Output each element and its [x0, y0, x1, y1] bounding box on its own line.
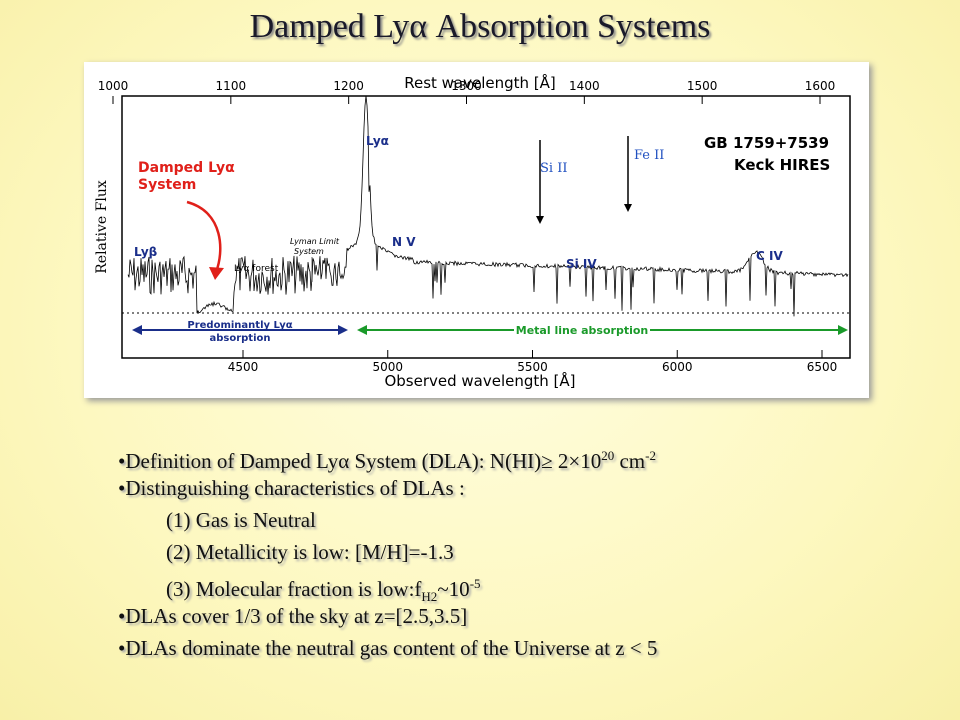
bullet-text: DLAs dominate the neutral gas content of…: [125, 636, 658, 660]
dla-label: Damped Lyα: [138, 160, 235, 176]
region-label: absorption: [209, 333, 270, 344]
bullet-text: -2: [645, 448, 656, 463]
bullet-list: Definition of Damped Lyα System (DLA): N…: [118, 440, 657, 664]
bullet-item: (1) Gas is Neutral: [118, 504, 657, 536]
bottom-tick-label: 5500: [517, 360, 548, 374]
line-label: System: [294, 247, 324, 256]
bullet-text: ×: [568, 449, 581, 473]
top-tick-label: 1300: [451, 79, 482, 93]
top-tick-label: 1400: [569, 79, 600, 93]
bottom-tick-label: 6500: [807, 360, 838, 374]
dla-label: System: [138, 177, 196, 193]
bullet-text: 20: [601, 448, 615, 463]
arrowhead: [624, 204, 632, 212]
line-label: Lyβ: [134, 245, 158, 259]
instrument: Keck HIRES: [734, 156, 830, 174]
arrowhead: [536, 216, 544, 224]
bullet-item: Distinguishing characteristics of DLAs :: [118, 472, 657, 504]
top-tick-label: 1500: [687, 79, 718, 93]
spectrum-figure: 1000 1100 1200 1300 1400 1500 1600 4500 5000 5500…: [84, 62, 869, 398]
dla-arrow: [186, 200, 222, 273]
bullet-item: Definition of Damped Lyα System (DLA): N…: [118, 440, 657, 473]
label-background: [514, 322, 650, 338]
bullet-item: (2) Metallicity is low: [M/H]=-1.3: [118, 536, 657, 568]
bullet-item: DLAs cover 1/3 of the sky at z=[2.5,3.5]: [118, 600, 657, 632]
region-label: Metal line absorption: [516, 324, 648, 337]
bottom-tick-label: 5000: [372, 360, 403, 374]
bullet-text: (1) Gas is Neutral: [166, 508, 316, 532]
dla-arrowhead: [209, 267, 224, 280]
bullet-item: (3) Molecular fraction is low:fH2~10-5: [118, 568, 657, 604]
bottom-tick-label: 4500: [228, 360, 259, 374]
line-label: Lyα forest: [234, 264, 279, 274]
bullet-item: DLAs dominate the neutral gas content of…: [118, 632, 657, 664]
bullet-text: Distinguishing characteristics of DLAs :: [125, 476, 465, 500]
plot-frame: [121, 95, 851, 359]
y-axis-label: Relative Flux: [94, 180, 110, 274]
bullet-text: DLAs cover 1/3 of the sky at z=[2.5,3.5]: [125, 604, 468, 628]
slide-title: Damped Lyα Absorption Systems: [249, 8, 711, 45]
line-label: Fe II: [634, 148, 664, 163]
line-label: Si IV: [566, 257, 597, 271]
region-label: Predominantly Lyα: [187, 320, 292, 331]
line-label: C IV: [756, 249, 783, 263]
top-tick-label: 1100: [216, 79, 247, 93]
line-label: Si II: [540, 161, 567, 176]
bullet-text: (3) Molecular fraction is low:f: [166, 577, 422, 601]
bullet-text: (2) Metallicity is low: [M/H]=-1.3: [166, 540, 454, 564]
figure-background: [84, 62, 869, 398]
top-tick-label: 1200: [333, 79, 364, 93]
bullet-text: cm: [614, 449, 646, 473]
object-name: GB 1759+7539: [704, 134, 829, 152]
line-label: Lyman Limit: [290, 237, 340, 246]
bullet-text: 10: [580, 449, 602, 473]
line-label: N V: [392, 235, 416, 249]
top-tick-label: 1000: [98, 79, 129, 93]
top-tick-label: 1600: [805, 79, 836, 93]
spectrum: [127, 95, 849, 317]
bullet-text: Definition of Damped Lyα System (DLA): N…: [125, 449, 569, 473]
bottom-tick-label: 6000: [662, 360, 693, 374]
top-axis-label: Rest wavelength [Å]: [404, 73, 556, 92]
bullet-text: ~10: [437, 577, 470, 601]
line-label: Lyα: [366, 134, 389, 148]
bottom-axis-label: Observed wavelength [Å]: [384, 371, 575, 390]
bullet-text: -5: [469, 576, 481, 591]
